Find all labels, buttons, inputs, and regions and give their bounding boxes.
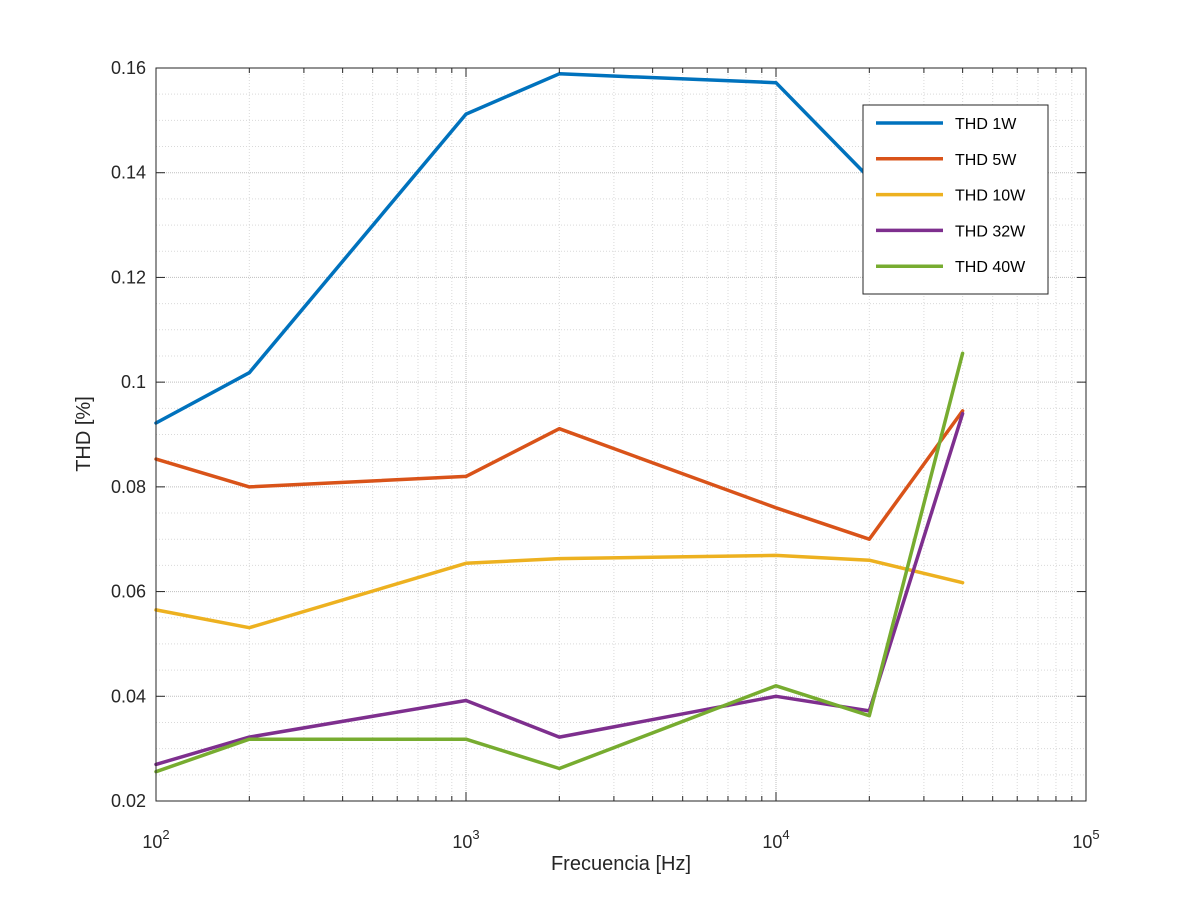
y-tick-label: 0.12 [111,267,146,287]
series-line-5 [154,351,965,774]
y-axis-label: THD [%] [73,396,95,472]
y-tick-label: 0.02 [111,791,146,811]
x-tick-label: 105 [1072,827,1099,852]
x-axis-label: Frecuencia [Hz] [551,853,691,875]
legend-label-2: THD 5W [955,152,1017,169]
x-tick-label: 103 [452,827,479,852]
legend-label-3: THD 10W [955,188,1026,205]
y-tick-label: 0.04 [111,686,146,706]
y-tick-label: 0.08 [111,477,146,497]
plot-frame [155,67,1087,802]
x-tick-labels: 102 103 104 105 [142,827,1099,852]
legend: THD 1W THD 5W THD 10W THD 32W THD 40W [862,104,1049,295]
legend-label-1: THD 1W [955,116,1017,133]
x-tick-label: 104 [762,827,789,852]
y-tick-labels: 0.02 0.04 0.06 0.08 0.1 0.12 0.14 0.16 [111,58,146,811]
legend-box [862,104,1049,295]
axis-ticks [155,67,1087,802]
y-tick-label: 0.16 [111,58,146,78]
y-tick-label: 0.06 [111,582,146,602]
legend-label-5: THD 40W [955,259,1026,276]
y-tick-label: 0.1 [121,372,146,392]
series-line-2 [154,409,965,541]
x-tick-label: 102 [142,827,169,852]
y-tick-label: 0.14 [111,163,146,183]
legend-label-4: THD 32W [955,223,1026,240]
series-line-3 [154,553,965,630]
